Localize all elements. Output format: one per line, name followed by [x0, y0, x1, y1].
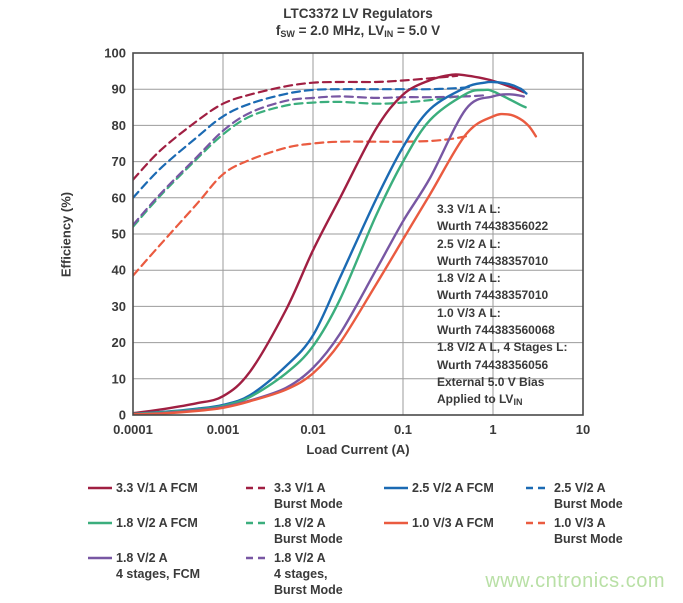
- legend-label: 1.8 V/2 A FCM: [116, 516, 198, 530]
- legend-dashed-line-swatch: [246, 521, 270, 525]
- subtitle-sw-subscript: SW: [280, 29, 295, 39]
- legend-item: 3.3 V/1 A Burst Mode: [246, 480, 343, 512]
- series-1.0-v-3-a-fcm: [133, 112, 538, 415]
- series-1.8-v-2-a-4-stages-burst-mode: [133, 94, 486, 226]
- legend-item: 1.8 V/2 A Burst Mode: [246, 515, 343, 547]
- x-tick-label: 0.01: [300, 422, 325, 437]
- x-tick-label: 1: [489, 422, 496, 437]
- y-tick-label: 90: [112, 82, 126, 97]
- y-tick-label: 80: [112, 118, 126, 133]
- y-tick-label: 60: [112, 190, 126, 205]
- subtitle-in-subscript: IN: [384, 29, 394, 39]
- annotation-lvin-subscript: IN: [513, 397, 523, 408]
- annotation-line: 2.5 V/2 A L:: [437, 236, 501, 251]
- series-1.8-v-2-a-burst-mode: [133, 94, 467, 228]
- subtitle-mid: = 2.0 MHz, LV: [294, 23, 385, 38]
- y-tick-label: 0: [119, 408, 126, 423]
- x-tick-label: 10: [576, 422, 590, 437]
- series-2.5-v-2-a-burst-mode: [133, 85, 471, 199]
- legend-label: 3.3 V/1 A Burst Mode: [274, 481, 343, 511]
- legend-item: 2.5 V/2 A FCM: [384, 480, 494, 496]
- legend-solid-line-swatch: [88, 556, 112, 560]
- subtitle-tail: = 5.0 V: [393, 23, 441, 38]
- annotation-line: External 5.0 V Bias: [437, 374, 545, 389]
- legend-label: 1.8 V/2 A Burst Mode: [274, 516, 343, 546]
- legend-solid-line-swatch: [88, 486, 112, 490]
- legend-dashed-line-swatch: [246, 556, 270, 560]
- annotation-line: 1.0 V/3 A L:: [437, 305, 501, 320]
- y-tick-label: 100: [104, 46, 126, 61]
- legend-item: 1.8 V/2 A FCM: [88, 515, 198, 531]
- legend-item: 1.0 V/3 A FCM: [384, 515, 494, 531]
- legend-label: 2.5 V/2 A FCM: [412, 481, 494, 495]
- legend-solid-line-swatch: [384, 486, 408, 490]
- annotation-last-line: Applied to LVIN: [437, 391, 597, 411]
- annotation-line: 1.8 V/2 A L:: [437, 271, 501, 286]
- series-3.3-v-1-a-fcm: [133, 73, 525, 415]
- annotation-line: Wurth 74438357010: [437, 253, 549, 268]
- chart-title: LTC3372 LV Regulators: [283, 6, 433, 21]
- legend-item: 3.3 V/1 A FCM: [88, 480, 198, 496]
- legend-label: 2.5 V/2 A Burst Mode: [554, 481, 623, 511]
- x-axis-title: Load Current (A): [306, 442, 410, 457]
- annotation-line: Wurth 74438356056: [437, 357, 549, 372]
- legend-solid-line-swatch: [88, 521, 112, 525]
- series-3.3-v-1-a-burst-mode: [133, 74, 459, 181]
- subtitle-f: f: [275, 23, 281, 38]
- legend-label: 1.0 V/3 A Burst Mode: [554, 516, 623, 546]
- annotation-line: Wurth 74438356022: [437, 219, 549, 234]
- legend-label: 3.3 V/1 A FCM: [116, 481, 198, 495]
- legend-item: 2.5 V/2 A Burst Mode: [526, 480, 623, 512]
- legend-dashed-line-swatch: [526, 486, 550, 490]
- legend-item: 1.0 V/3 A Burst Mode: [526, 515, 623, 547]
- y-tick-label: 20: [112, 335, 126, 350]
- annotation-line: 3.3 V/1 A L:: [437, 202, 501, 216]
- annotation-line: Wurth 74438357010: [437, 288, 549, 303]
- y-tick-label: 50: [112, 227, 126, 242]
- y-tick-label: 30: [112, 299, 126, 314]
- y-tick-label: 10: [112, 371, 126, 386]
- watermark: www.cntronics.com: [485, 570, 665, 592]
- x-tick-label: 0.001: [207, 422, 240, 437]
- plot-border: [132, 52, 584, 416]
- annotation-last-text: Applied to LV: [437, 392, 514, 407]
- legend-solid-line-swatch: [384, 521, 408, 525]
- y-tick-label: 40: [112, 263, 126, 278]
- legend-label: 1.0 V/3 A FCM: [412, 516, 494, 530]
- legend-dashed-line-swatch: [526, 521, 550, 525]
- x-tick-label: 0.1: [394, 422, 412, 437]
- x-tick-label: 0.0001: [113, 422, 153, 437]
- y-tick-label: 70: [112, 154, 126, 169]
- annotation-line: Wurth 744383560068: [437, 323, 555, 338]
- series-1.0-v-3-a-burst-mode: [133, 135, 467, 277]
- annotation-line: 1.8 V/2 A L, 4 Stages L:: [437, 340, 568, 355]
- inductor-annotation: 3.3 V/1 A L: Wurth 74438356022 2.5 V/2 A L…: [437, 201, 597, 412]
- legend-dashed-line-swatch: [246, 486, 270, 490]
- chart-subtitle: fSW = 2.0 MHz, LVIN = 5.0 V: [133, 23, 583, 39]
